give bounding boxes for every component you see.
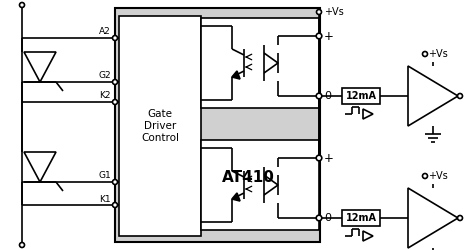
Bar xyxy=(119,16,201,236)
Circle shape xyxy=(19,2,24,7)
Text: 0: 0 xyxy=(324,213,331,223)
Text: K2: K2 xyxy=(100,92,111,100)
Polygon shape xyxy=(24,152,56,182)
Polygon shape xyxy=(264,53,278,73)
Text: +: + xyxy=(324,152,334,164)
Text: AT410: AT410 xyxy=(221,170,274,186)
Circle shape xyxy=(316,215,322,221)
Text: +Vs: +Vs xyxy=(428,171,448,181)
Polygon shape xyxy=(408,66,458,126)
Bar xyxy=(342,210,380,226)
Polygon shape xyxy=(232,193,240,201)
Polygon shape xyxy=(264,175,278,195)
Text: Gate
Driver
Control: Gate Driver Control xyxy=(141,110,179,142)
Polygon shape xyxy=(408,188,458,248)
Text: A2: A2 xyxy=(99,28,111,36)
Text: G2: G2 xyxy=(98,72,111,80)
Circle shape xyxy=(316,33,322,39)
Text: +Vs: +Vs xyxy=(428,49,448,59)
Text: G1: G1 xyxy=(98,172,111,180)
Circle shape xyxy=(457,216,462,220)
Circle shape xyxy=(423,52,428,57)
Circle shape xyxy=(316,10,321,14)
Bar xyxy=(201,18,319,108)
Text: 0: 0 xyxy=(324,91,331,101)
Text: +: + xyxy=(324,30,334,43)
Circle shape xyxy=(112,100,118,104)
Bar xyxy=(115,8,320,242)
Circle shape xyxy=(19,242,24,248)
Polygon shape xyxy=(363,231,373,241)
Circle shape xyxy=(316,93,322,99)
Circle shape xyxy=(112,202,118,207)
Text: K1: K1 xyxy=(99,194,111,203)
Polygon shape xyxy=(232,71,240,79)
Circle shape xyxy=(457,94,462,98)
Bar xyxy=(342,88,380,104)
Circle shape xyxy=(112,80,118,84)
Circle shape xyxy=(316,155,322,161)
Circle shape xyxy=(112,36,118,41)
Text: +Vs: +Vs xyxy=(324,7,344,17)
Polygon shape xyxy=(363,109,373,119)
Circle shape xyxy=(423,174,428,178)
Bar xyxy=(201,140,319,230)
Text: 12mA: 12mA xyxy=(345,91,376,101)
Text: 12mA: 12mA xyxy=(345,213,376,223)
Circle shape xyxy=(112,180,118,184)
Polygon shape xyxy=(24,52,56,82)
